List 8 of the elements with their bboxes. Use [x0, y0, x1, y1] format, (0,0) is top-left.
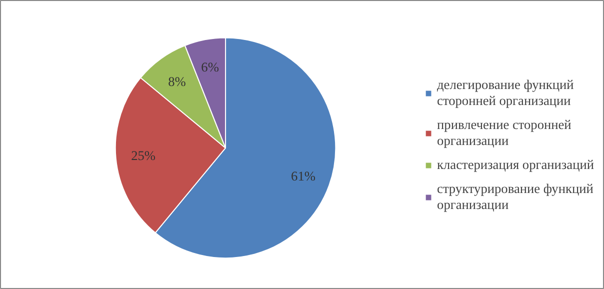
data-label: 61% [291, 168, 316, 184]
legend-label: привлечение сторонней организации [437, 116, 572, 148]
legend-label: структурирование функций организации [437, 180, 594, 212]
data-label: 6% [201, 60, 219, 75]
data-label: 8% [168, 74, 186, 89]
legend-label: делегирование функций сторонней организации [437, 76, 574, 108]
legend-label: кластеризация организаций [437, 156, 594, 172]
data-label: 25% [131, 148, 156, 164]
